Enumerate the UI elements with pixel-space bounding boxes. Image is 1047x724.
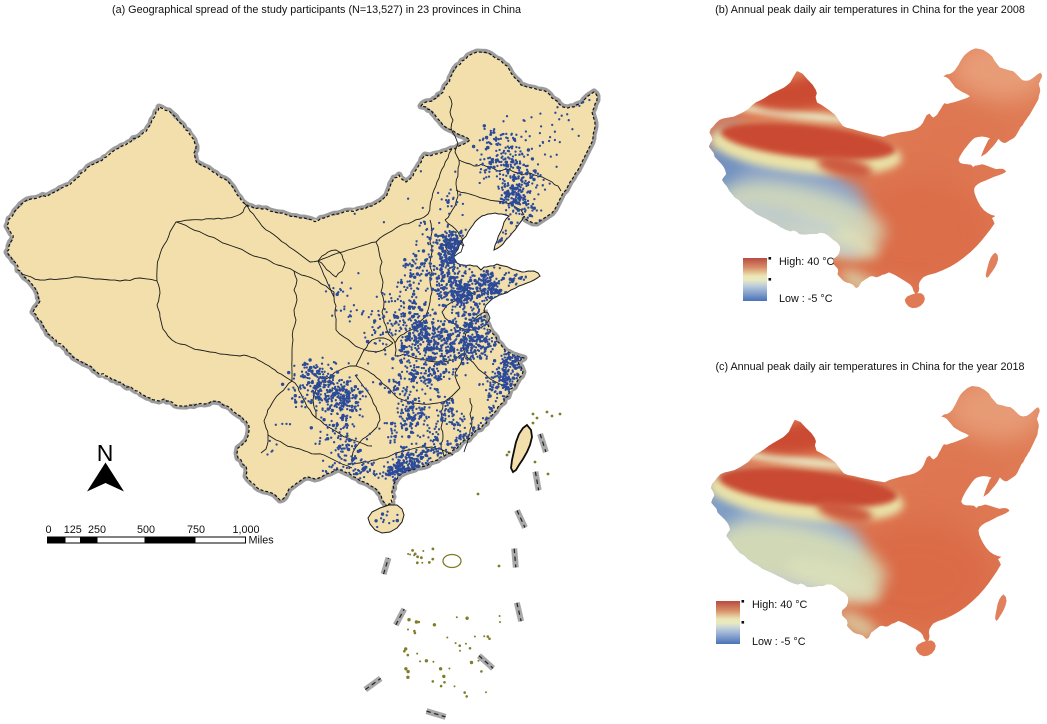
svg-text:High: 40 °C: High: 40 °C	[752, 599, 808, 611]
svg-text:125: 125	[64, 524, 82, 536]
svg-text:0: 0	[45, 524, 51, 536]
svg-text:N: N	[97, 440, 114, 466]
svg-text:High: 40 °C: High: 40 °C	[779, 256, 835, 268]
svg-text:(a) Geographical spread of the: (a) Geographical spread of the study par…	[112, 4, 521, 16]
svg-text:500: 500	[137, 524, 155, 536]
svg-text:Low : -5 °C: Low : -5 °C	[752, 636, 806, 648]
svg-text:(c) Annual peak daily air temp: (c) Annual peak daily air temperatures i…	[715, 361, 1024, 373]
svg-text:750: 750	[187, 524, 205, 536]
svg-text:Low : -5 °C: Low : -5 °C	[779, 293, 833, 305]
svg-text:Miles: Miles	[249, 535, 275, 547]
svg-text:(b) Annual peak daily air temp: (b) Annual peak daily air temperatures i…	[715, 4, 1025, 16]
svg-text:250: 250	[88, 524, 106, 536]
svg-text:1,000: 1,000	[232, 524, 259, 536]
